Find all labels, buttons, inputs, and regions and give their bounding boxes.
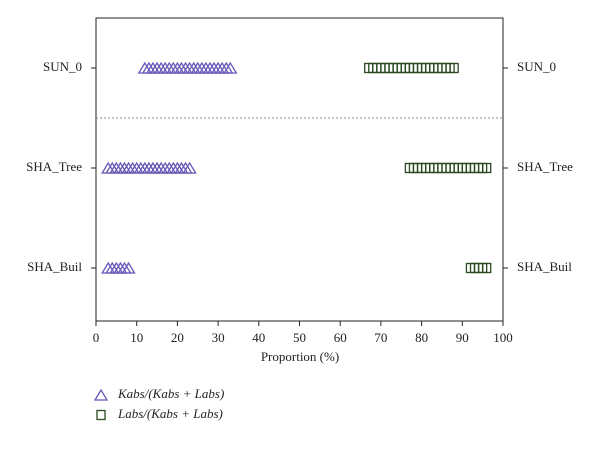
point bbox=[121, 161, 136, 174]
x-tick-label: 60 bbox=[334, 330, 347, 345]
x-tick-label: 100 bbox=[493, 330, 513, 345]
legend-label: Kabs/(Kabs + Labs) bbox=[117, 386, 224, 401]
point bbox=[145, 61, 161, 74]
point bbox=[170, 61, 185, 74]
x-tick-label: 30 bbox=[212, 330, 225, 345]
point bbox=[178, 161, 193, 174]
point bbox=[482, 262, 492, 274]
point bbox=[117, 261, 132, 274]
point bbox=[206, 61, 222, 74]
x-axis-label: Proportion (%) bbox=[261, 349, 339, 364]
point bbox=[153, 161, 169, 174]
point bbox=[149, 61, 165, 74]
x-tick-label: 0 bbox=[93, 330, 100, 345]
legend-marker bbox=[96, 409, 106, 421]
point bbox=[182, 161, 197, 174]
point bbox=[174, 161, 189, 174]
point bbox=[210, 61, 226, 74]
point bbox=[166, 161, 181, 174]
point bbox=[153, 61, 169, 74]
point bbox=[215, 61, 230, 74]
point bbox=[141, 161, 157, 174]
x-tick-label: 50 bbox=[293, 330, 306, 345]
point bbox=[482, 162, 492, 174]
point bbox=[137, 61, 152, 74]
point bbox=[170, 161, 185, 174]
point bbox=[141, 61, 157, 74]
y-tick-label-right: SHA_Buil bbox=[517, 259, 572, 274]
x-tick-label: 90 bbox=[456, 330, 469, 345]
x-tick-label: 20 bbox=[171, 330, 184, 345]
y-tick-label: SHA_Buil bbox=[27, 259, 82, 274]
point bbox=[194, 61, 209, 74]
point bbox=[137, 161, 152, 174]
x-tick-label: 40 bbox=[252, 330, 265, 345]
point bbox=[449, 62, 459, 74]
point bbox=[121, 261, 136, 274]
point bbox=[113, 161, 128, 174]
point bbox=[101, 261, 116, 274]
y-tick-label: SUN_0 bbox=[43, 59, 82, 74]
point bbox=[113, 261, 128, 274]
x-tick-label: 80 bbox=[415, 330, 428, 345]
point bbox=[117, 161, 132, 174]
x-tick-label: 10 bbox=[130, 330, 143, 345]
legend-marker bbox=[93, 388, 109, 401]
point bbox=[105, 161, 120, 174]
point bbox=[149, 161, 165, 174]
point bbox=[174, 61, 189, 74]
point bbox=[202, 61, 218, 74]
point bbox=[162, 61, 177, 74]
point bbox=[219, 61, 234, 74]
point bbox=[182, 61, 197, 74]
point bbox=[198, 61, 214, 74]
legend-label: Labs/(Kabs + Labs) bbox=[117, 406, 223, 421]
point bbox=[105, 261, 120, 274]
point bbox=[162, 161, 177, 174]
y-tick-label: SHA_Tree bbox=[26, 159, 82, 174]
point bbox=[190, 61, 205, 74]
point bbox=[109, 261, 124, 274]
x-tick-label: 70 bbox=[374, 330, 387, 345]
point bbox=[186, 61, 201, 74]
point bbox=[133, 161, 148, 174]
point bbox=[166, 61, 181, 74]
point bbox=[129, 161, 144, 174]
point bbox=[101, 161, 116, 174]
point bbox=[145, 161, 161, 174]
y-tick-label-right: SHA_Tree bbox=[517, 159, 573, 174]
point bbox=[178, 61, 193, 74]
point bbox=[223, 61, 238, 74]
point bbox=[109, 161, 124, 174]
point bbox=[158, 161, 173, 174]
y-tick-label-right: SUN_0 bbox=[517, 59, 556, 74]
point bbox=[158, 61, 173, 74]
point bbox=[125, 161, 140, 174]
